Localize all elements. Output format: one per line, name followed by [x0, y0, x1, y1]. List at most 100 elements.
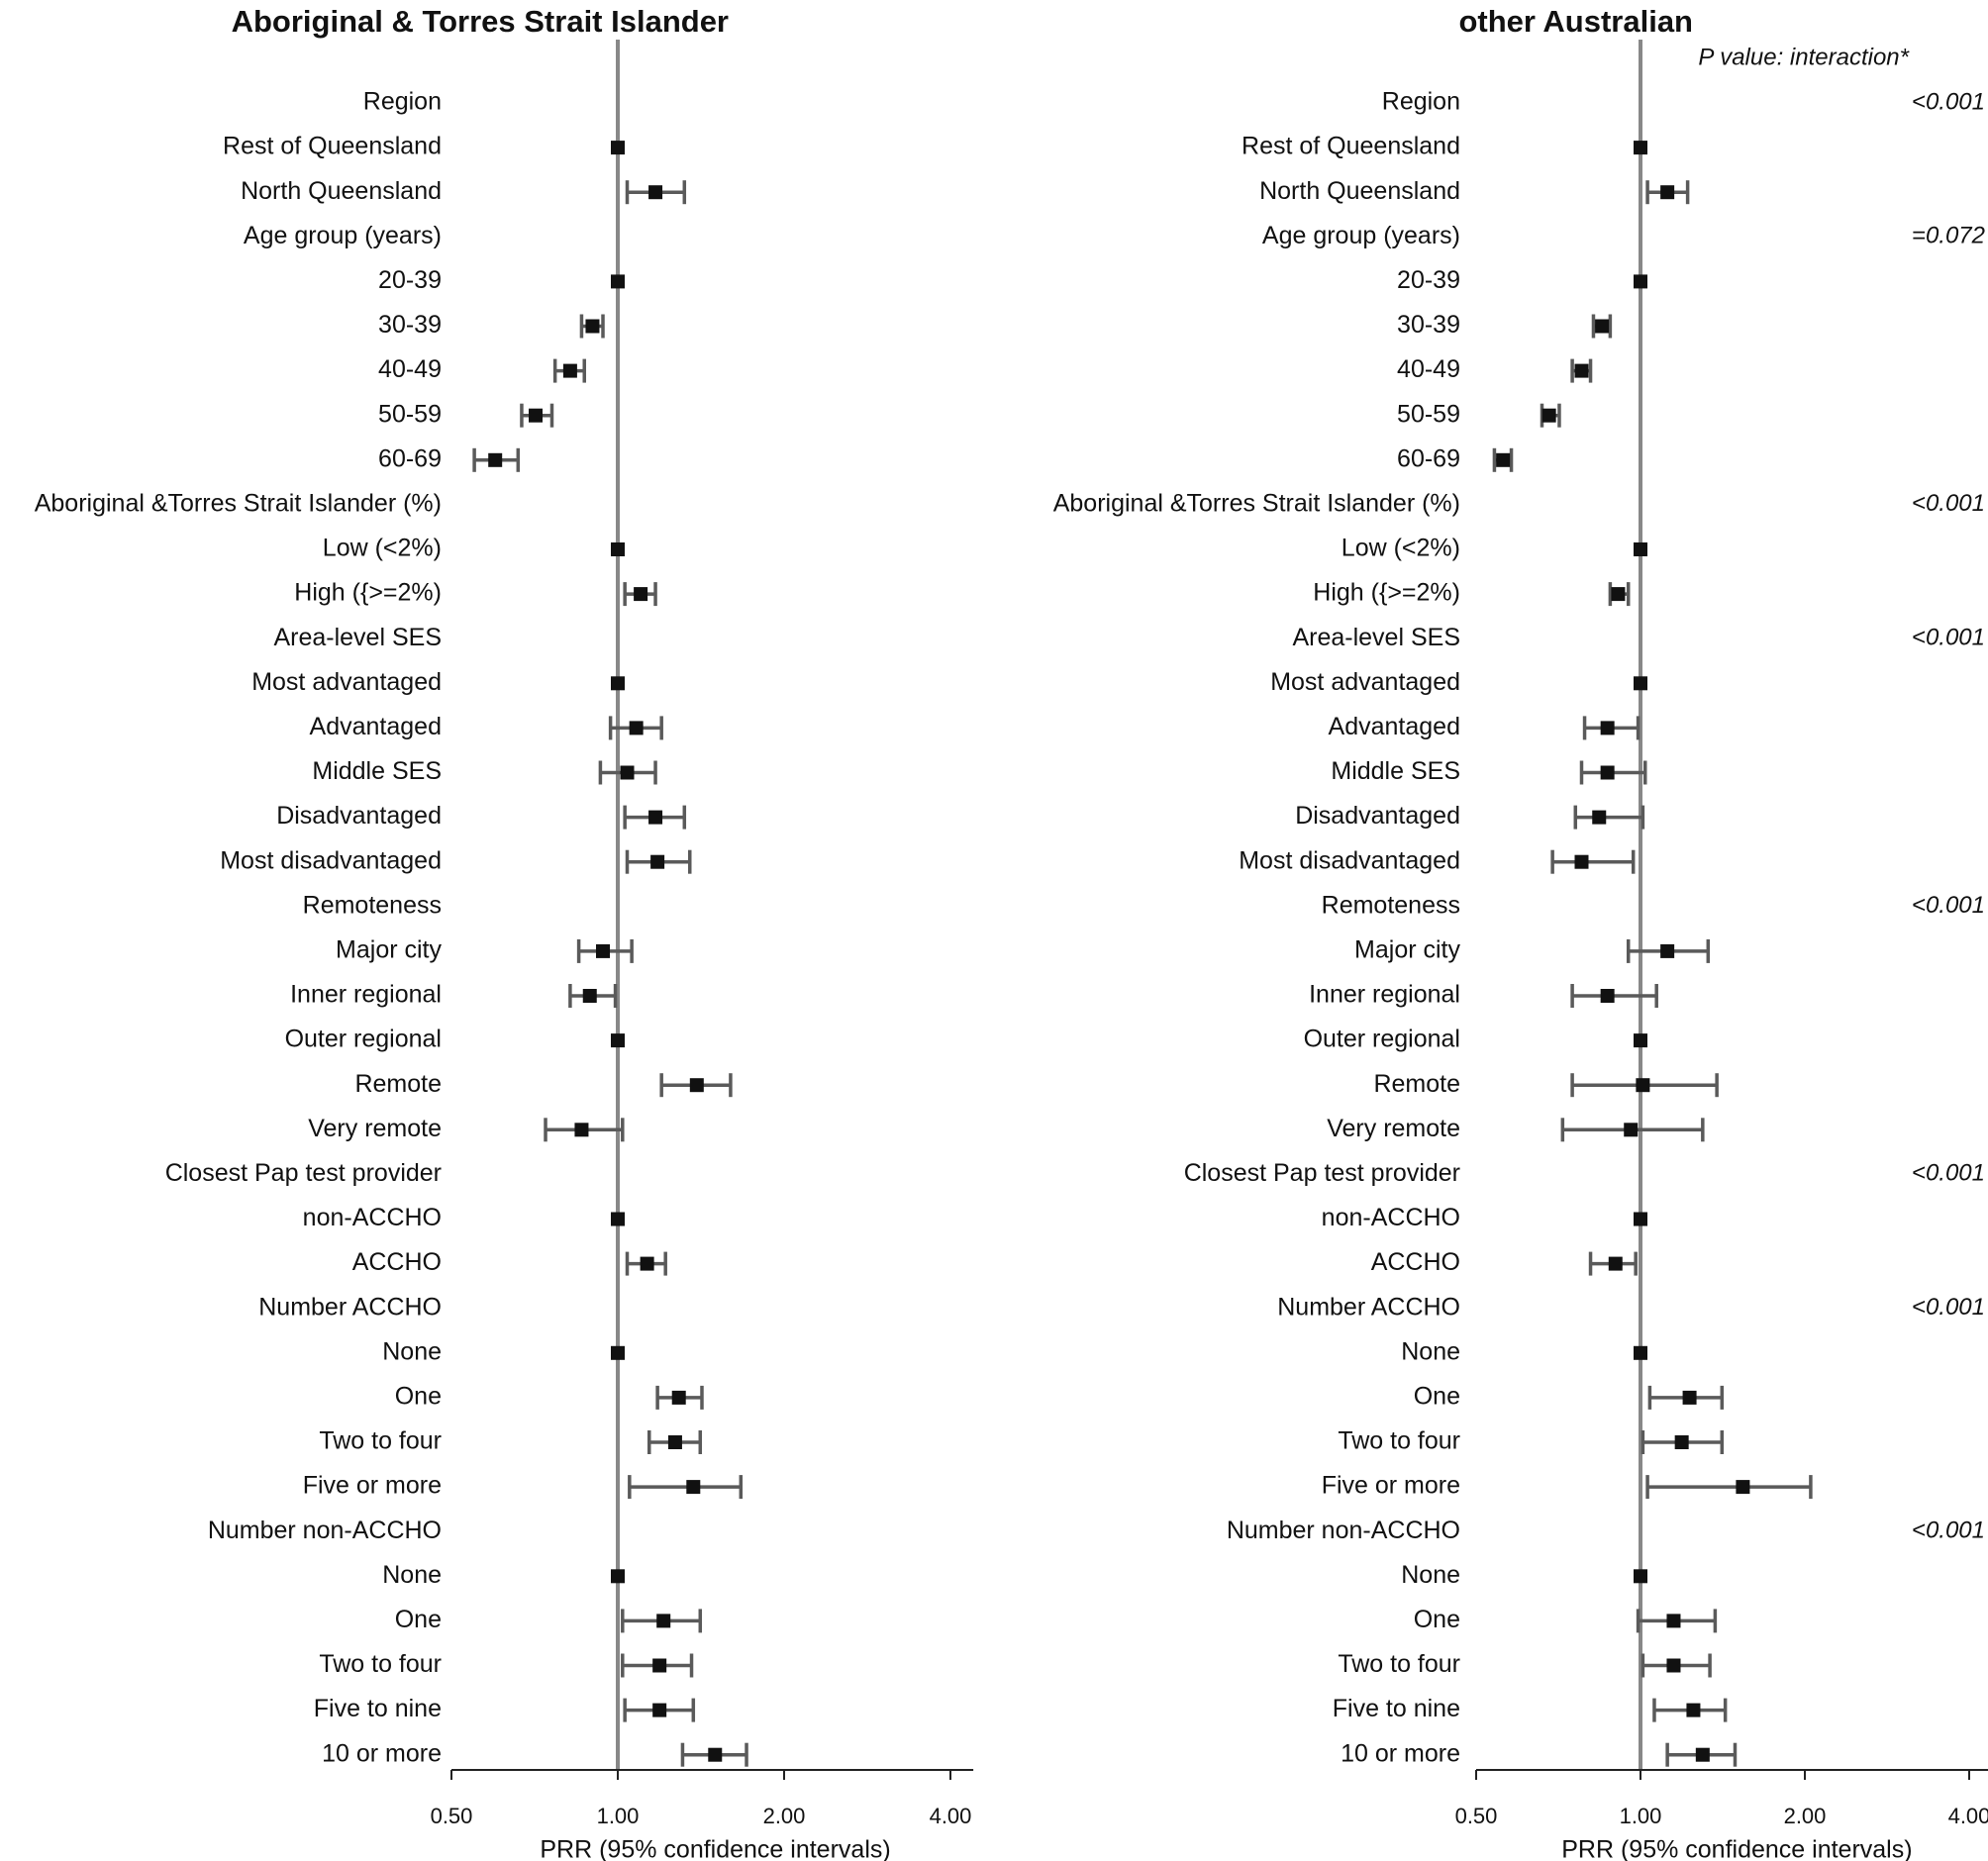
x-tick-label: 0.50 [1455, 1804, 1498, 1828]
row-label: Very remote [308, 1115, 442, 1142]
point-estimate [652, 1658, 667, 1673]
point-estimate [611, 141, 625, 155]
point-estimate [1600, 721, 1615, 735]
point-estimate [1634, 1033, 1647, 1048]
group-label: Number non-ACCHO [208, 1517, 442, 1544]
point-estimate [708, 1747, 723, 1762]
row-label: Most disadvantaged [1239, 846, 1460, 874]
point-estimate [611, 676, 625, 691]
point-estimate [1611, 587, 1626, 602]
group-label: Region [1382, 88, 1460, 116]
point-estimate [656, 1614, 671, 1628]
pvalue: <0.001 [1912, 1294, 1985, 1321]
x-tick-label: 1.00 [1620, 1804, 1662, 1828]
x-tick-label: 2.00 [763, 1804, 806, 1828]
pvalue: <0.001 [1912, 1160, 1985, 1187]
x-tick-label: 2.00 [1784, 1804, 1827, 1828]
point-estimate [611, 1033, 625, 1048]
row-label: Very remote [1327, 1115, 1460, 1142]
point-estimate [1592, 810, 1607, 825]
row-label: One [1414, 1383, 1460, 1411]
row-label: Five or more [1322, 1472, 1460, 1500]
row-label: None [1401, 1337, 1460, 1365]
panel-other-australian: other Australian 0.50 1.00 2.00 4.00 PRR (95%… [1053, 4, 1988, 1861]
row-label: None [1401, 1561, 1460, 1589]
group-label: Number non-ACCHO [1227, 1517, 1460, 1544]
row-label: 60-69 [1397, 444, 1460, 472]
point-estimate [634, 587, 648, 602]
row-label: non-ACCHO [303, 1204, 442, 1231]
point-estimate [528, 408, 543, 423]
point-estimate [1695, 1747, 1710, 1762]
row-label: Two to four [1338, 1427, 1460, 1455]
point-estimate [1496, 452, 1511, 467]
pvalue: <0.001 [1912, 88, 1985, 115]
row-label: 40-49 [378, 355, 442, 383]
row-label: 10 or more [322, 1739, 442, 1767]
row-label: Five to nine [1333, 1695, 1460, 1722]
row-label: Five or more [303, 1472, 442, 1500]
pvalue: =0.072 [1912, 223, 1985, 249]
group-label: Region [363, 88, 442, 116]
point-estimate [611, 1569, 625, 1584]
group-label: Number ACCHO [258, 1293, 442, 1321]
pvalue: <0.001 [1912, 892, 1985, 919]
point-estimate [611, 542, 625, 556]
point-estimate [667, 1435, 682, 1449]
group-label: Number ACCHO [1277, 1293, 1460, 1321]
row-label: North Queensland [1259, 177, 1460, 205]
x-axis-title: PRR (95% confidence intervals) [540, 1836, 890, 1861]
row-label: Low (<2%) [1342, 535, 1460, 562]
x-tick-label: 0.50 [431, 1804, 473, 1828]
point-estimate [650, 854, 665, 869]
row-label: High ({>=2%) [294, 579, 442, 607]
row-label: Major city [336, 936, 442, 964]
point-estimate [1600, 989, 1615, 1003]
group-label: Remoteness [303, 891, 442, 919]
group-label: Remoteness [1322, 891, 1460, 919]
point-estimate [1634, 676, 1647, 691]
row-label: 50-59 [378, 400, 442, 428]
point-estimate [574, 1123, 589, 1137]
point-estimate [1674, 1435, 1689, 1449]
point-estimate [689, 1078, 704, 1093]
point-estimate [611, 1345, 625, 1360]
point-estimate [1595, 319, 1610, 334]
point-estimate [488, 452, 503, 467]
point-estimate [629, 721, 644, 735]
pvalue: <0.001 [1912, 490, 1985, 517]
row-label: Disadvantaged [276, 802, 442, 830]
point-estimate [1574, 854, 1589, 869]
point-estimate [585, 319, 600, 334]
row-label: Most disadvantaged [220, 846, 442, 874]
row-label: Major city [1354, 936, 1460, 964]
row-label: Advantaged [310, 713, 442, 740]
point-estimate [640, 1256, 654, 1271]
point-estimate [1624, 1123, 1639, 1137]
row-label: Outer regional [1304, 1026, 1460, 1053]
row-label: North Queensland [241, 177, 442, 205]
row-label: None [382, 1337, 442, 1365]
group-label: Area-level SES [1292, 624, 1460, 651]
row-label: 60-69 [378, 444, 442, 472]
point-estimate [1608, 1256, 1623, 1271]
group-label: Area-level SES [273, 624, 442, 651]
row-label: Most advantaged [251, 668, 442, 696]
panel-title: other Australian [1458, 4, 1693, 39]
pvalue-header: P value: interaction* [1698, 44, 1909, 70]
x-tick-label: 4.00 [930, 1804, 972, 1828]
point-estimate [1541, 408, 1556, 423]
row-label: None [382, 1561, 442, 1589]
point-estimate [671, 1390, 686, 1405]
row-label: Two to four [319, 1427, 442, 1455]
point-estimate [1682, 1390, 1697, 1405]
row-label: Two to four [1338, 1650, 1460, 1678]
row-label: Rest of Queensland [1242, 133, 1460, 160]
row-label: Outer regional [285, 1026, 442, 1053]
row-label: Advantaged [1329, 713, 1460, 740]
row-label: Inner regional [1309, 981, 1460, 1009]
point-estimate [1634, 542, 1647, 556]
group-label: Age group (years) [1262, 222, 1460, 249]
point-estimate [1660, 943, 1675, 958]
